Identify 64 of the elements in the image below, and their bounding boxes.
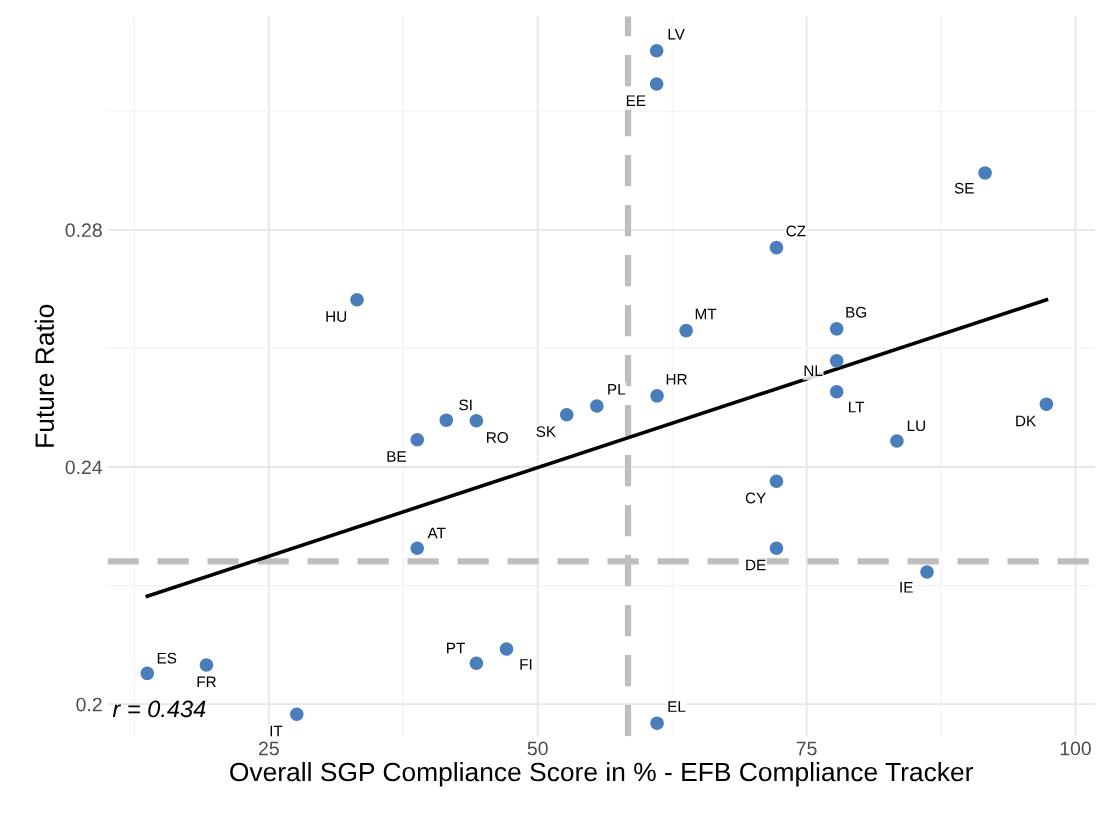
point	[439, 413, 454, 427]
annotation: LU	[907, 420, 925, 432]
point	[1039, 397, 1054, 411]
annotation: IE	[900, 582, 913, 593]
annotation: FR	[197, 676, 216, 688]
point	[650, 389, 664, 403]
x-tick-label: 100	[1060, 741, 1091, 756]
point	[350, 293, 364, 307]
point	[559, 408, 574, 422]
y-tick-label: 0.2	[76, 697, 102, 712]
annotation: LT	[849, 401, 865, 413]
annotation: RO	[487, 432, 508, 443]
annotation: FI	[520, 659, 532, 670]
annotation: LV	[668, 28, 685, 40]
point	[499, 642, 514, 656]
point	[829, 354, 844, 368]
point	[199, 658, 214, 672]
annotation: CZ	[786, 225, 806, 237]
point	[410, 541, 425, 555]
x-tick-label: 25	[258, 741, 279, 756]
annotation: SI	[459, 399, 472, 411]
x-axis-title: Overall SGP Compliance Score in % - EFB Compliance Tracker	[230, 761, 974, 787]
annotation: AT	[427, 527, 446, 539]
y-tick-label: 0.28	[65, 223, 102, 238]
annotation: r = 0.434	[112, 700, 206, 718]
annotation: HR	[666, 374, 687, 385]
point	[769, 240, 784, 255]
point	[829, 322, 844, 336]
annotation: EE	[626, 95, 646, 106]
annotation: NL	[804, 365, 823, 376]
point	[290, 707, 304, 722]
point	[140, 666, 155, 681]
annotation: ES	[157, 652, 177, 664]
point	[679, 323, 693, 338]
annotation: BG	[846, 306, 867, 318]
annotation: SE	[954, 182, 974, 194]
annotation: PL	[608, 384, 626, 395]
x-tick-label: 75	[796, 741, 817, 756]
point	[469, 413, 484, 428]
y-tick-label: 0.24	[65, 460, 103, 475]
point	[410, 432, 425, 447]
annotation: DE	[746, 559, 766, 571]
annotation: BE	[387, 451, 406, 462]
point	[769, 474, 784, 488]
point	[590, 399, 604, 413]
annotation: HU	[326, 311, 347, 322]
point	[650, 716, 664, 730]
annotation: MT	[695, 308, 717, 320]
point	[649, 43, 664, 58]
annotation: PT	[447, 642, 465, 654]
annotation: CY	[745, 492, 766, 504]
annotation: DK	[1016, 415, 1037, 427]
point	[920, 565, 934, 579]
point	[649, 77, 664, 91]
point	[469, 656, 484, 671]
point	[978, 166, 992, 180]
annotation: SK	[536, 426, 556, 437]
point	[829, 384, 844, 399]
point	[769, 541, 784, 555]
annotation: EL	[668, 701, 686, 712]
point	[890, 434, 904, 448]
annotation: IT	[270, 725, 283, 737]
x-tick-label: 50	[527, 741, 548, 756]
y-axis-title: Future Ratio	[34, 304, 55, 447]
